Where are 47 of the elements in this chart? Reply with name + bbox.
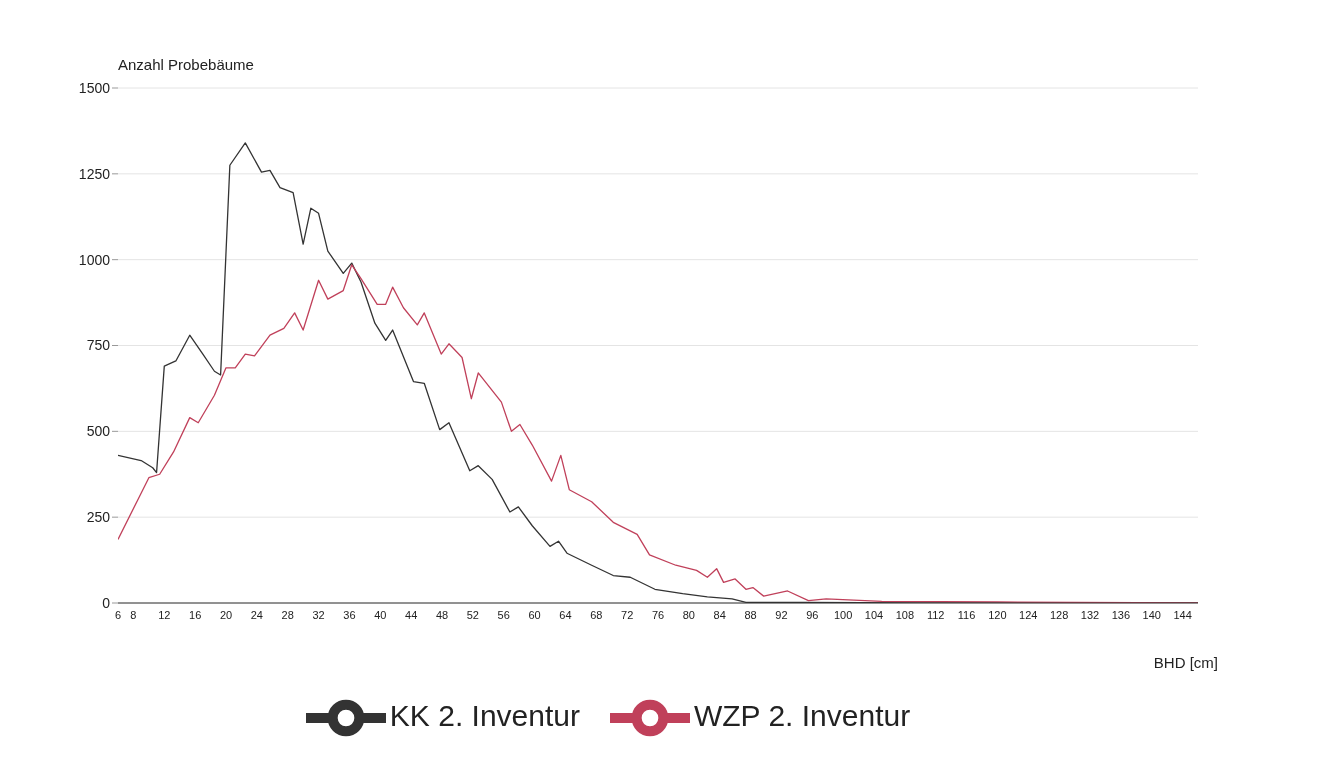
x-tick-label: 16: [189, 608, 202, 621]
x-tick-label: 44: [405, 608, 418, 621]
x-tick-label: 68: [590, 608, 603, 621]
y-tick-label: 1500: [78, 79, 111, 96]
legend-label: WZP 2. Inventur: [693, 698, 911, 732]
x-tick-label: 116: [957, 608, 976, 621]
x-tick-label: 20: [219, 608, 233, 621]
y-tick-label: 500: [86, 423, 111, 440]
x-tick-label: 120: [988, 608, 1007, 621]
x-tick-label: 52: [466, 608, 479, 621]
x-tick-label: 96: [806, 608, 819, 621]
x-tick-label: 108: [895, 608, 915, 621]
x-tick-label: 60: [528, 608, 541, 621]
x-tick-label: 84: [713, 608, 726, 621]
x-tick-label: 140: [1142, 608, 1161, 621]
x-tick-label: 56: [497, 608, 510, 621]
x-tick-label: 80: [682, 608, 695, 621]
x-tick-label: 32: [312, 608, 325, 621]
x-tick-label: 88: [744, 608, 757, 621]
x-tick-label: 136: [1111, 608, 1131, 621]
x-tick-label: 24: [250, 608, 263, 621]
x-tick-label: 48: [435, 608, 449, 621]
y-tick-label: 0: [102, 594, 111, 611]
x-tick-label: 92: [775, 608, 788, 621]
x-tick-label: 8: [130, 608, 137, 621]
x-tick-label: 132: [1080, 608, 1100, 621]
legend-label: KK 2. Inventur: [389, 698, 580, 732]
y-tick-label: 1250: [78, 165, 111, 182]
x-tick-label: 104: [864, 608, 884, 621]
x-tick-label: 124: [1019, 608, 1038, 621]
x-tick-label: 76: [651, 608, 665, 621]
x-tick-label: 28: [281, 608, 294, 621]
x-axis-title: BHD [cm]: [1153, 654, 1218, 671]
x-tick-label: 72: [621, 608, 634, 621]
x-tick-label: 12: [158, 608, 171, 621]
x-tick-label: 40: [374, 608, 387, 621]
x-tick-label: 64: [559, 608, 572, 621]
y-axis-title: Anzahl Probebäume: [118, 56, 254, 73]
x-tick-label: 36: [343, 608, 356, 621]
y-tick-label: 750: [86, 337, 111, 354]
x-tick-label: 128: [1049, 608, 1069, 621]
x-tick-label: 100: [833, 608, 853, 621]
y-tick-label: 1000: [78, 251, 111, 268]
x-tick-label: 6: [114, 608, 122, 621]
y-tick-label: 250: [86, 509, 111, 526]
x-tick-label: 144: [1173, 608, 1192, 621]
x-tick-label: 112: [926, 608, 945, 621]
